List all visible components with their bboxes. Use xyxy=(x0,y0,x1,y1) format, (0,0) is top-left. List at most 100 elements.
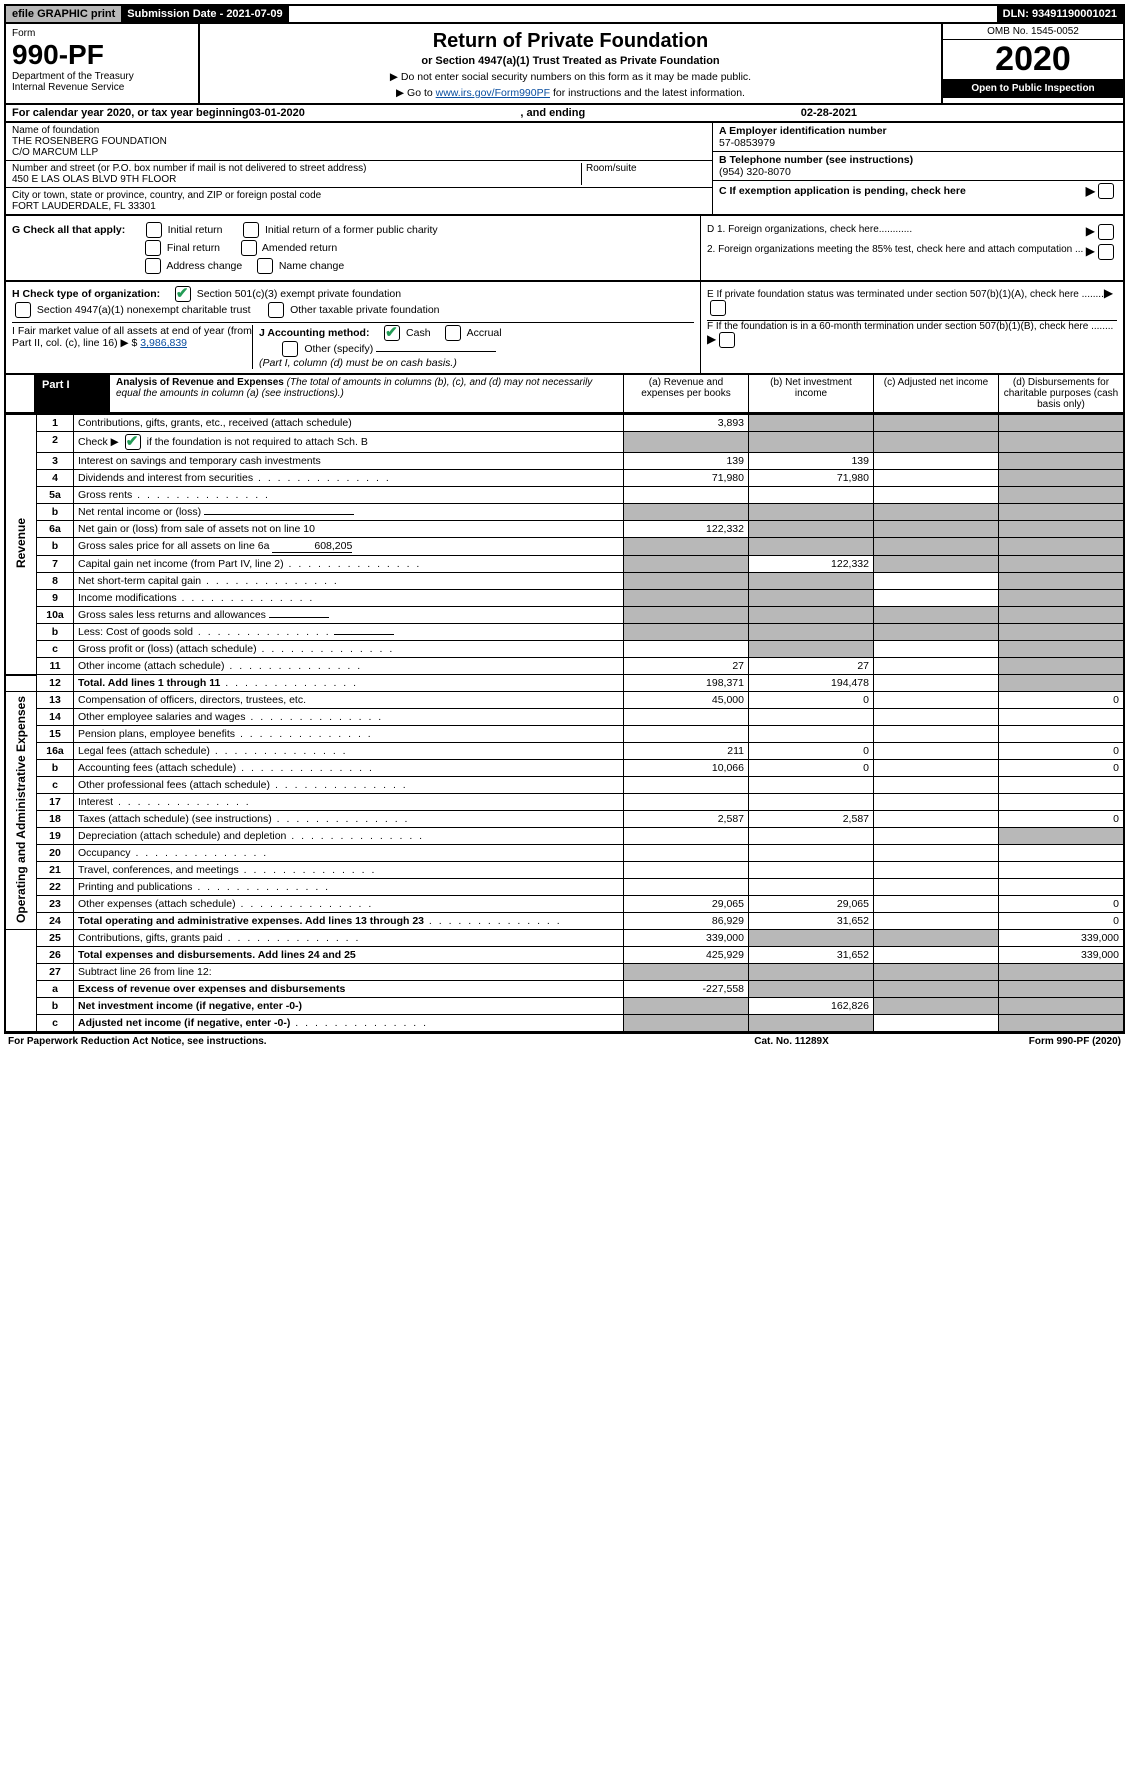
form-header: Form 990-PF Department of the Treasury I… xyxy=(4,24,1125,105)
line-num: 11 xyxy=(37,658,74,675)
table-row: 26Total expenses and disbursements. Add … xyxy=(5,947,1124,964)
line-num: 7 xyxy=(37,556,74,573)
table-row: cOther professional fees (attach schedul… xyxy=(5,777,1124,794)
fmv-amount[interactable]: 3,986,839 xyxy=(140,337,187,349)
amt-d: 0 xyxy=(999,760,1125,777)
entity-right: A Employer identification number 57-0853… xyxy=(712,123,1123,214)
line-desc: Other professional fees (attach schedule… xyxy=(74,777,624,794)
line-num: 26 xyxy=(37,947,74,964)
line-desc: Net short-term capital gain xyxy=(74,573,624,590)
table-row: 4 Dividends and interest from securities… xyxy=(5,470,1124,487)
vert-empty xyxy=(5,930,37,1033)
vert-empty xyxy=(5,675,37,692)
foundation-name-1: THE ROSENBERG FOUNDATION xyxy=(12,136,167,147)
amt-a: 198,371 xyxy=(624,675,749,692)
d1-label: D 1. Foreign organizations, check here..… xyxy=(707,224,1086,240)
footer-left: For Paperwork Reduction Act Notice, see … xyxy=(8,1036,754,1047)
phone-value: (954) 320-8070 xyxy=(719,166,791,178)
cash-checkbox[interactable] xyxy=(384,325,400,341)
amt-d: 0 xyxy=(999,692,1125,709)
line-desc: Adjusted net income (if negative, enter … xyxy=(74,1015,624,1033)
line-desc: Contributions, gifts, grants paid xyxy=(74,930,624,947)
amt-a: 3,893 xyxy=(624,415,749,432)
col-b-header: (b) Net investment income xyxy=(748,375,873,412)
form-title: Return of Private Foundation xyxy=(206,30,935,53)
table-row: 11 Other income (attach schedule) 27 27 xyxy=(5,658,1124,675)
table-row: 16aLegal fees (attach schedule)21100 xyxy=(5,743,1124,760)
efile-label: efile GRAPHIC print xyxy=(6,6,121,22)
name-change-label: Name change xyxy=(279,260,344,272)
initial-return-checkbox[interactable] xyxy=(146,222,162,238)
accrual-checkbox[interactable] xyxy=(445,325,461,341)
ein-label: A Employer identification number xyxy=(719,125,887,137)
initial-former-checkbox[interactable] xyxy=(243,222,259,238)
d1-checkbox[interactable] xyxy=(1098,224,1114,240)
line-desc: Gross sales price for all assets on line… xyxy=(74,538,624,556)
line-num: b xyxy=(37,538,74,556)
irs-link[interactable]: www.irs.gov/Form990PF xyxy=(436,87,550,99)
j-label: J Accounting method: xyxy=(259,327,369,339)
amt-a: 211 xyxy=(624,743,749,760)
amt-b: 162,826 xyxy=(749,998,874,1015)
table-row: b Net rental income or (loss) xyxy=(5,504,1124,521)
name-change-checkbox[interactable] xyxy=(257,258,273,274)
table-row: 23Other expenses (attach schedule)29,065… xyxy=(5,896,1124,913)
note-1: ▶ Do not enter social security numbers o… xyxy=(206,71,935,83)
amt-b xyxy=(749,415,874,432)
line-desc: Net investment income (if negative, ente… xyxy=(74,998,624,1015)
line-num: 12 xyxy=(37,675,74,692)
cash-label: Cash xyxy=(406,327,431,339)
table-row: 27Subtract line 26 from line 12: xyxy=(5,964,1124,981)
foundation-name-row: Name of foundation THE ROSENBERG FOUNDAT… xyxy=(6,123,712,161)
4947-checkbox[interactable] xyxy=(15,302,31,318)
501c3-checkbox[interactable] xyxy=(175,286,191,302)
table-row: cAdjusted net income (if negative, enter… xyxy=(5,1015,1124,1033)
exemption-checkbox[interactable] xyxy=(1098,183,1114,199)
final-return-checkbox[interactable] xyxy=(145,240,161,256)
amt-a: 339,000 xyxy=(624,930,749,947)
d2-checkbox[interactable] xyxy=(1098,244,1114,260)
line-num: 5a xyxy=(37,487,74,504)
part-1-header: Part I Analysis of Revenue and Expenses … xyxy=(4,375,1125,414)
e-checkbox[interactable] xyxy=(710,300,726,316)
f-checkbox[interactable] xyxy=(719,332,735,348)
line-desc: Travel, conferences, and meetings xyxy=(74,862,624,879)
amt-a: 86,929 xyxy=(624,913,749,930)
line-num: 24 xyxy=(37,913,74,930)
line-desc: Gross profit or (loss) (attach schedule) xyxy=(74,641,624,658)
amt-a: 71,980 xyxy=(624,470,749,487)
addr-label: Number and street (or P.O. box number if… xyxy=(12,163,581,174)
revenue-vert-label: Revenue xyxy=(5,415,37,675)
form-word: Form xyxy=(12,28,35,39)
line-desc: Total operating and administrative expen… xyxy=(74,913,624,930)
table-row: 5a Gross rents xyxy=(5,487,1124,504)
exemption-label: C If exemption application is pending, c… xyxy=(719,185,1086,197)
amt-a: 45,000 xyxy=(624,692,749,709)
table-row: 12 Total. Add lines 1 through 11 198,371… xyxy=(5,675,1124,692)
tax-year: 2020 xyxy=(943,40,1123,79)
calendar-pre: For calendar year 2020, or tax year begi… xyxy=(12,107,249,119)
address-row: Number and street (or P.O. box number if… xyxy=(6,161,712,188)
address-change-checkbox[interactable] xyxy=(145,258,161,274)
line-desc: Subtract line 26 from line 12: xyxy=(74,964,624,981)
open-public-label: Open to Public Inspection xyxy=(943,79,1123,98)
initial-former-label: Initial return of a former public charit… xyxy=(265,224,438,236)
note2-post: for instructions and the latest informat… xyxy=(553,87,745,99)
form-subtitle: or Section 4947(a)(1) Trust Treated as P… xyxy=(206,55,935,67)
amended-return-checkbox[interactable] xyxy=(241,240,257,256)
line-num: a xyxy=(37,981,74,998)
line-num: c xyxy=(37,777,74,794)
sch-b-checkbox[interactable] xyxy=(125,434,141,450)
entity-block: Name of foundation THE ROSENBERG FOUNDAT… xyxy=(4,123,1125,216)
other-method-checkbox[interactable] xyxy=(282,341,298,357)
d2-label: 2. Foreign organizations meeting the 85%… xyxy=(707,244,1086,260)
amt-b: 31,652 xyxy=(749,913,874,930)
other-taxable-checkbox[interactable] xyxy=(268,302,284,318)
line-desc: Depreciation (attach schedule) and deple… xyxy=(74,828,624,845)
city-label: City or town, state or province, country… xyxy=(12,190,706,201)
line-desc: Compensation of officers, directors, tru… xyxy=(74,692,624,709)
amt-c xyxy=(874,415,999,432)
line-num: 1 xyxy=(37,415,74,432)
note-2: ▶ Go to www.irs.gov/Form990PF for instru… xyxy=(206,87,935,99)
line-desc: Check ▶ if the foundation is not require… xyxy=(74,432,624,453)
